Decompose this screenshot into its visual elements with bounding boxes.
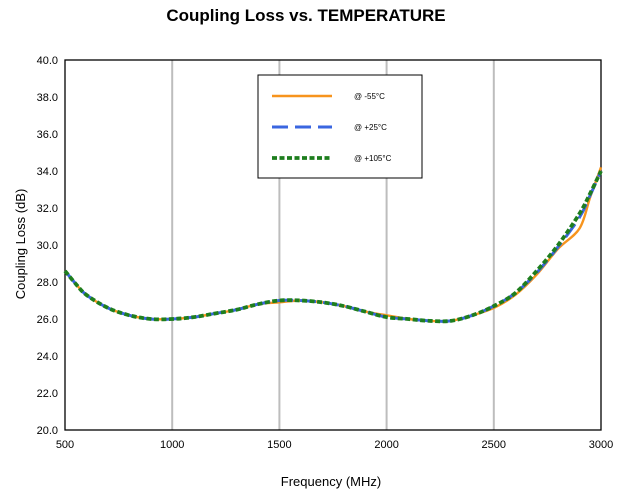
x-tick-labels: 500 1000 1500 2000 2500 3000 <box>56 439 613 451</box>
y-tick-labels: 20.0 22.0 24.0 26.0 28.0 30.0 32.0 34.0 36.0 38.0… <box>37 55 58 437</box>
legend-label-3: @ +105°C <box>354 154 392 163</box>
y-tick-label: 28.0 <box>37 277 58 289</box>
legend-label-1: @ -55°C <box>354 92 385 101</box>
legend-label-2: @ +25°C <box>354 123 387 132</box>
x-tick-label: 2000 <box>374 439 398 451</box>
y-tick-label: 30.0 <box>37 240 58 252</box>
y-tick-label: 36.0 <box>37 129 58 141</box>
chart-title: Coupling Loss vs. TEMPERATURE <box>166 6 445 25</box>
x-tick-label: 1000 <box>160 439 184 451</box>
y-tick-label: 20.0 <box>37 425 58 437</box>
y-tick-label: 40.0 <box>37 55 58 67</box>
x-tick-label: 1500 <box>267 439 291 451</box>
y-tick-label: 32.0 <box>37 203 58 215</box>
y-tick-label: 38.0 <box>37 92 58 104</box>
x-axis-title: Frequency (MHz) <box>281 474 381 489</box>
y-axis-title: Coupling Loss (dB) <box>13 189 28 300</box>
y-tick-label: 34.0 <box>37 166 58 178</box>
legend: @ -55°C @ +25°C @ +105°C <box>257 74 423 179</box>
data-series <box>63 166 603 324</box>
x-tick-label: 3000 <box>589 439 613 451</box>
y-tick-label: 26.0 <box>37 314 58 326</box>
series-line-3 <box>63 170 603 324</box>
x-tick-label: 2500 <box>482 439 506 451</box>
y-tick-label: 24.0 <box>37 351 58 363</box>
plot-area-frame <box>64 59 602 431</box>
y-tick-label: 22.0 <box>37 388 58 400</box>
x-tick-label: 500 <box>56 439 74 451</box>
